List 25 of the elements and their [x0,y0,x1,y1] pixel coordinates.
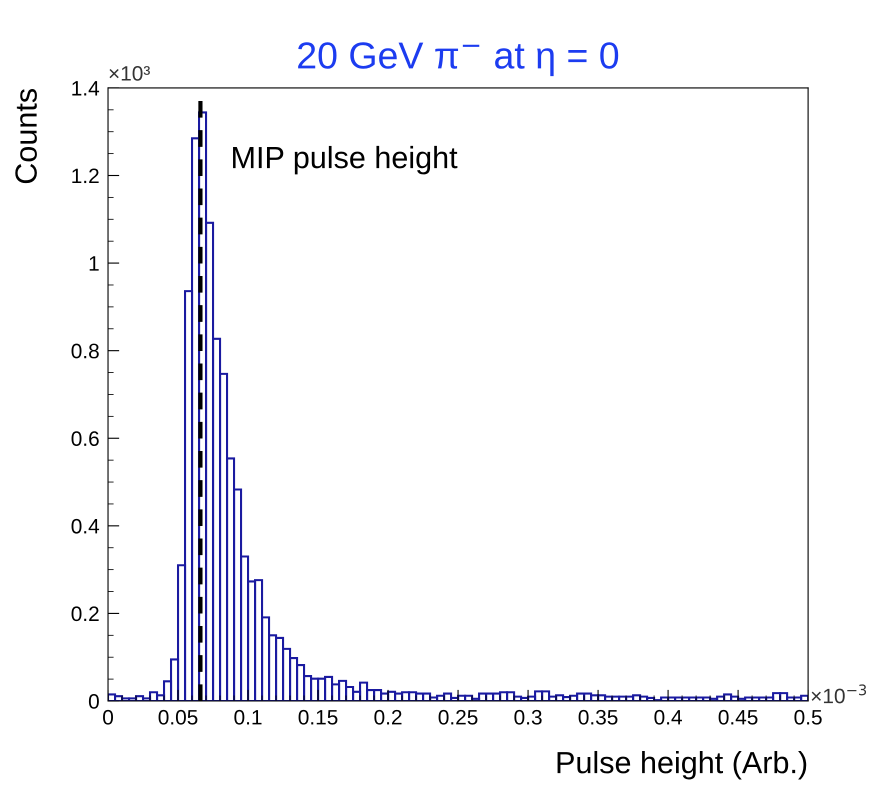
x-tick-label: 0.25 [438,710,478,725]
x-tick-label: 0.1 [234,710,262,725]
y-tick-label: 0.8 [72,344,99,358]
ref-line-label: MIP pulse height [233,146,458,174]
x-axis-title: Pulse height (Arb.) [558,750,806,780]
y-axis-title: Counts [15,89,37,184]
y-tick-label: 0.6 [72,431,99,446]
y-tick-label: 1.2 [72,168,99,184]
y-tick-label: 0 [88,694,99,709]
x-tick-label: 0.05 [158,710,198,725]
x-tick-label: 0.4 [654,710,682,725]
x-tick-label: 0.3 [514,710,542,725]
x-tick-label: 0 [103,710,114,725]
y-tick-label: 0.4 [72,518,100,534]
y-tick-label: 1 [90,256,99,271]
x-tick-label: 0.5 [794,710,822,725]
x-tick-label: 0.15 [298,710,338,725]
chart-title: 20 GeV π$^{−}$ at η = 0 [298,42,618,76]
y-tick-label: 0.2 [72,606,99,622]
x-tick-label: 0.35 [578,710,618,725]
x-tick-label: 0.2 [374,710,402,725]
y-tick-label: 1.4 [72,81,100,96]
x-tick-label: 0.45 [718,710,758,725]
text: ×10³ [109,66,150,81]
text: ×10$^{−3}$ [812,684,866,704]
